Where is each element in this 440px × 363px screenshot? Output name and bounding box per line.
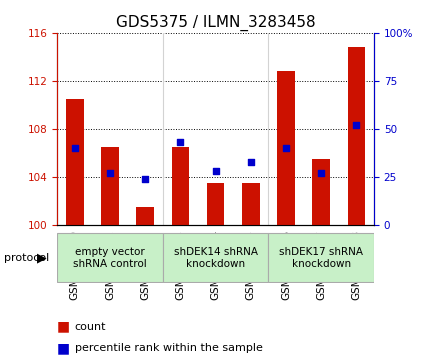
Bar xyxy=(207,183,224,225)
Bar xyxy=(348,47,365,225)
Bar xyxy=(101,147,119,225)
Text: empty vector
shRNA control: empty vector shRNA control xyxy=(73,247,147,269)
Point xyxy=(71,145,78,151)
Bar xyxy=(172,147,189,225)
Point xyxy=(353,122,360,128)
Point xyxy=(142,176,149,182)
Bar xyxy=(66,99,84,225)
Point xyxy=(106,170,114,176)
Bar xyxy=(312,159,330,225)
Point xyxy=(318,170,325,176)
Title: GDS5375 / ILMN_3283458: GDS5375 / ILMN_3283458 xyxy=(116,15,315,31)
Text: count: count xyxy=(75,322,106,332)
Text: protocol: protocol xyxy=(4,253,50,263)
Bar xyxy=(242,183,260,225)
Point xyxy=(247,159,254,164)
Text: shDEK17 shRNA
knockdown: shDEK17 shRNA knockdown xyxy=(279,247,363,269)
Text: percentile rank within the sample: percentile rank within the sample xyxy=(75,343,263,354)
FancyBboxPatch shape xyxy=(57,233,163,282)
Point xyxy=(177,139,184,145)
Text: shDEK14 shRNA
knockdown: shDEK14 shRNA knockdown xyxy=(174,247,257,269)
Point xyxy=(212,168,219,174)
Bar xyxy=(277,71,295,225)
Text: ■: ■ xyxy=(57,342,70,355)
Text: ▶: ▶ xyxy=(37,251,47,264)
FancyBboxPatch shape xyxy=(268,233,374,282)
Point xyxy=(282,145,290,151)
FancyBboxPatch shape xyxy=(163,233,268,282)
Text: ■: ■ xyxy=(57,320,70,334)
Bar xyxy=(136,207,154,225)
